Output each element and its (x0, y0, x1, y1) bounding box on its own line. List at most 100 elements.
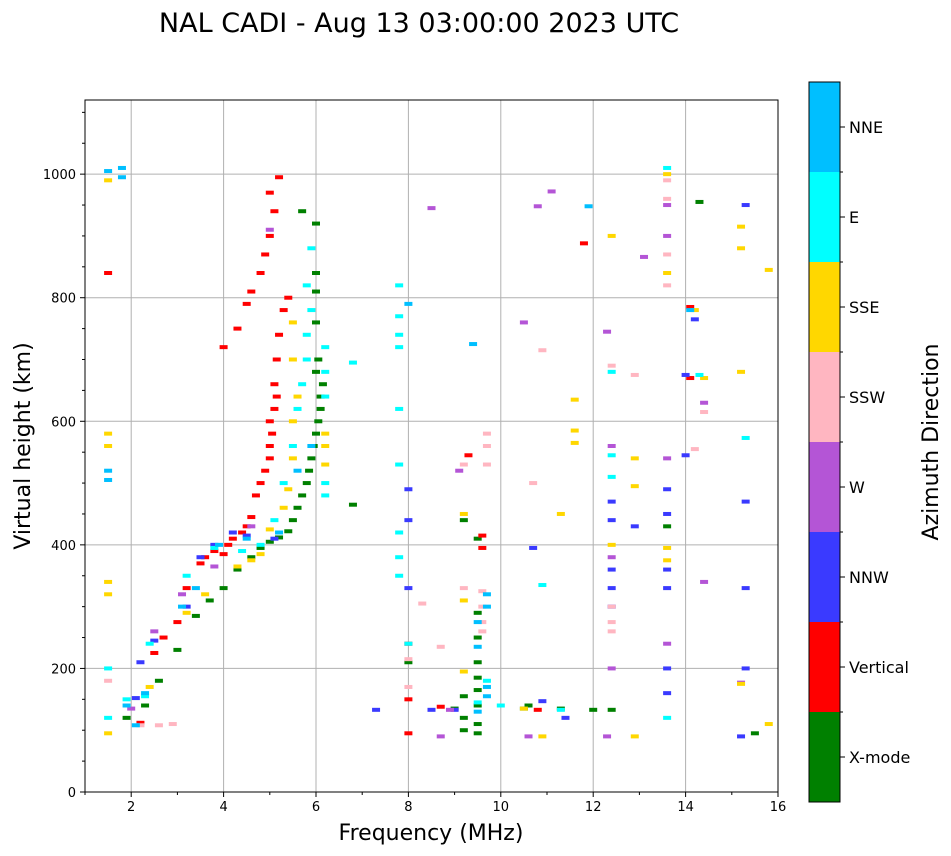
echo-point (663, 586, 672, 591)
echo-point (519, 320, 528, 325)
echo-point (741, 435, 750, 440)
echo-point (256, 552, 265, 557)
x-tick-label: 2 (127, 800, 135, 815)
echo-point (556, 707, 565, 712)
echo-point (173, 647, 182, 652)
echo-point (404, 586, 413, 591)
echo-point (242, 301, 251, 306)
echo-point (556, 511, 565, 516)
echo-point (233, 326, 242, 331)
echo-point (607, 604, 616, 609)
echo-point (178, 592, 187, 597)
echo-point (219, 552, 228, 557)
echo-point (104, 178, 113, 183)
echo-point (312, 271, 320, 275)
y-axis-label: Virtual height (km) (11, 342, 36, 549)
echo-point (482, 462, 491, 467)
echo-point (404, 518, 413, 523)
echo-point (150, 650, 159, 655)
echo-point (173, 620, 182, 625)
echo-point (741, 499, 750, 504)
echo-point (473, 700, 482, 705)
echo-point (154, 678, 163, 683)
echo-point (348, 360, 357, 365)
echo-point (570, 440, 579, 445)
echo-point (404, 660, 413, 665)
echo-point (321, 444, 330, 448)
echo-point (247, 515, 256, 520)
echo-point (473, 620, 482, 625)
colorbar-segment (809, 172, 840, 262)
echo-point (247, 558, 256, 563)
echo-point (265, 456, 274, 461)
echo-point (395, 283, 404, 288)
echo-point (607, 707, 616, 712)
echo-point (219, 586, 228, 591)
echo-point (201, 592, 210, 597)
echo-point (603, 734, 612, 739)
colorbar-segment (809, 442, 840, 532)
echo-point (272, 357, 281, 362)
echo-point (700, 579, 709, 584)
echo-point (219, 345, 228, 350)
echo-point (238, 549, 247, 554)
echo-point (436, 704, 445, 709)
echo-point (395, 462, 404, 467)
echo-point (395, 332, 404, 337)
echo-point (302, 332, 311, 337)
colorbar-segment (809, 262, 840, 352)
echo-point (663, 178, 672, 183)
x-axis-label: Frequency (MHz) (339, 821, 524, 846)
echo-point (238, 530, 247, 535)
echo-point (681, 453, 690, 458)
echo-point (579, 241, 588, 246)
echo-point (104, 715, 113, 720)
echo-point (538, 348, 547, 353)
echo-point (478, 629, 487, 634)
echo-point (607, 586, 616, 591)
echo-point (261, 252, 270, 257)
echo-point (737, 224, 746, 229)
echo-point (270, 518, 279, 523)
echo-point (737, 369, 746, 374)
colorbar-tick-label: W (849, 478, 865, 497)
echo-point (561, 715, 570, 720)
echo-point (459, 586, 468, 591)
colorbar-segment (809, 82, 840, 172)
y-axis-ticks: 0 200 400 600 800 1000 (43, 111, 85, 801)
echo-point (122, 697, 131, 702)
colorbar-tick-label: NNE (849, 118, 883, 137)
echo-point (270, 209, 279, 214)
colorbar-tick-label: Vertical (849, 658, 909, 677)
echo-point (154, 723, 163, 728)
echo-point (307, 246, 316, 251)
echo-point (145, 641, 154, 646)
echo-point (284, 487, 293, 492)
echo-point (104, 444, 113, 448)
echo-point (136, 660, 145, 665)
echo-point (663, 196, 672, 201)
echo-point (141, 703, 150, 708)
echo-point (242, 524, 251, 529)
echo-point (272, 394, 281, 399)
echo-point (242, 536, 251, 541)
echo-point (265, 527, 274, 532)
echo-point (478, 533, 487, 538)
echo-point (261, 468, 270, 473)
echo-point (196, 561, 205, 566)
echo-point (473, 709, 482, 714)
echo-point (104, 678, 113, 683)
echo-point (630, 484, 639, 489)
y-tick-label: 800 (51, 292, 76, 307)
echo-point (607, 444, 616, 448)
colorbar-segment (809, 352, 840, 442)
echo-point (314, 357, 323, 362)
echo-point (459, 728, 468, 733)
chart-title: NAL CADI - Aug 13 03:00:00 2023 UTC (159, 8, 679, 39)
echo-point (663, 511, 672, 516)
echo-point (695, 199, 704, 204)
echo-point (247, 524, 256, 529)
echo-point (459, 694, 468, 699)
echo-point (630, 456, 639, 461)
